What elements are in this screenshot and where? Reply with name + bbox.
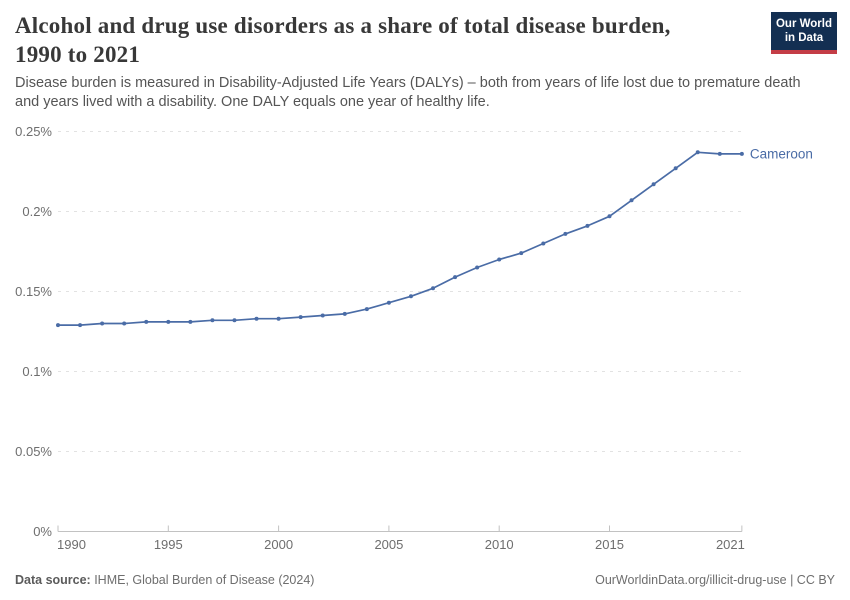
data-point[interactable] — [541, 241, 546, 246]
data-point[interactable] — [144, 319, 149, 324]
data-point[interactable] — [188, 319, 193, 324]
x-tick-label: 2005 — [374, 537, 403, 552]
data-point[interactable] — [607, 214, 612, 219]
data-point[interactable] — [739, 151, 744, 156]
data-point[interactable] — [320, 313, 325, 318]
data-point[interactable] — [497, 257, 502, 262]
chart-footer: Data source: IHME, Global Burden of Dise… — [15, 573, 835, 587]
x-tick-label: 1990 — [57, 537, 86, 552]
data-point[interactable] — [651, 182, 656, 187]
y-tick-label: 0.15% — [15, 284, 52, 299]
chart-title-line1: Alcohol and drug use disorders as a shar… — [15, 13, 671, 38]
chart-subtitle: Disease burden is measured in Disability… — [15, 74, 840, 112]
data-point[interactable] — [585, 223, 590, 228]
data-point[interactable] — [475, 265, 480, 270]
data-point[interactable] — [232, 318, 237, 323]
data-point[interactable] — [56, 323, 60, 328]
y-tick-label: 0.05% — [15, 444, 52, 459]
chart-title: Alcohol and drug use disorders as a shar… — [15, 12, 760, 70]
x-tick-label: 2000 — [264, 537, 293, 552]
entity-label-cameroon[interactable]: Cameroon — [750, 146, 813, 161]
data-point[interactable] — [254, 316, 259, 321]
owid-logo[interactable]: Our World in Data — [771, 12, 837, 55]
x-tick-label: 2010 — [485, 537, 514, 552]
data-point[interactable] — [629, 198, 634, 203]
y-tick-label: 0.25% — [15, 124, 52, 139]
data-source-text: IHME, Global Burden of Disease (2024) — [90, 573, 315, 587]
data-point[interactable] — [408, 294, 413, 299]
data-point[interactable] — [453, 275, 458, 280]
x-tick-label: 1995 — [154, 537, 183, 552]
license-link[interactable]: OurWorldinData.org/illicit-drug-use | CC… — [595, 573, 835, 587]
data-point[interactable] — [122, 321, 127, 326]
data-point[interactable] — [100, 321, 105, 326]
data-point[interactable] — [210, 318, 215, 323]
owid-logo-line2: in Data — [784, 31, 824, 44]
data-point[interactable] — [717, 151, 722, 156]
chart-title-line2: 1990 to 2021 — [15, 41, 141, 67]
x-tick-label: 2021 — [716, 537, 745, 552]
data-point[interactable] — [673, 166, 678, 171]
line-series-cameroon[interactable] — [58, 151, 742, 326]
data-point[interactable] — [695, 150, 700, 155]
data-point[interactable] — [364, 307, 369, 312]
data-point[interactable] — [386, 300, 391, 305]
data-point[interactable] — [431, 286, 436, 291]
y-tick-label: 0.1% — [22, 364, 52, 379]
data-point[interactable] — [342, 311, 347, 316]
owid-logo-stripe — [771, 50, 837, 55]
data-point[interactable] — [298, 315, 303, 320]
x-tick-label: 2015 — [595, 537, 624, 552]
data-source-label: Data source: — [15, 573, 91, 587]
chart-subtitle-line2: and years lived with a disability. One D… — [15, 93, 490, 110]
owid-logo-line1: Our World — [775, 18, 832, 30]
y-tick-label: 0% — [33, 524, 52, 539]
chart-subtitle-line1: Disease burden is measured in Disability… — [15, 75, 801, 91]
data-source-note: Data source: IHME, Global Burden of Dise… — [15, 573, 314, 587]
y-tick-label: 0.2% — [22, 204, 52, 219]
data-point[interactable] — [519, 251, 524, 256]
data-point[interactable] — [563, 231, 568, 236]
data-point[interactable] — [78, 323, 83, 328]
data-point[interactable] — [276, 316, 281, 321]
data-point[interactable] — [166, 319, 171, 324]
